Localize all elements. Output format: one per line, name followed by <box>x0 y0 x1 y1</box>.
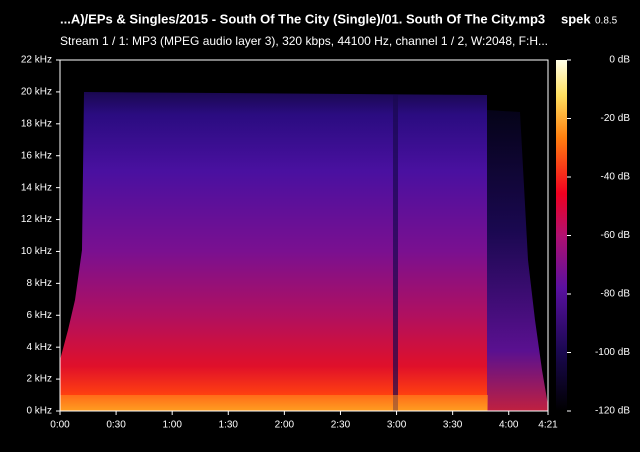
frequency-tick-label: 10 kHz <box>21 246 52 257</box>
frequency-tick-label: 6 kHz <box>26 310 52 321</box>
level-tick-label: -40 dB <box>601 172 631 183</box>
gap <box>393 95 398 411</box>
frequency-tick-label: 4 kHz <box>26 342 52 353</box>
spectrum-body <box>60 92 487 411</box>
level-tick-label: -80 dB <box>601 289 631 300</box>
time-tick-label: 0:30 <box>106 420 126 431</box>
frequency-tick-label: 12 kHz <box>21 214 52 225</box>
frequency-tick-label: 22 kHz <box>21 55 52 66</box>
level-tick-label: -120 dB <box>595 406 630 417</box>
time-tick-label: 2:30 <box>331 420 351 431</box>
level-tick-label: -20 dB <box>601 113 631 124</box>
time-tick-label: 1:30 <box>219 420 239 431</box>
frequency-tick-label: 16 kHz <box>21 150 52 161</box>
app-version: 0.8.5 <box>595 16 618 27</box>
frequency-tick-label: 20 kHz <box>21 87 52 98</box>
time-tick-label: 0:00 <box>50 420 70 431</box>
stream-info: Stream 1 / 1: MP3 (MPEG audio layer 3), … <box>60 34 548 48</box>
time-tick-label: 1:00 <box>162 420 182 431</box>
file-title: ...A)/EPs & Singles/2015 - South Of The … <box>60 11 545 26</box>
frequency-tick-label: 18 kHz <box>21 118 52 129</box>
spectrogram <box>59 59 549 412</box>
time-tick-label: 3:30 <box>443 420 463 431</box>
level-colorbar <box>556 60 567 411</box>
level-tick-label: -100 dB <box>595 347 630 358</box>
frequency-tick-label: 2 kHz <box>26 374 52 385</box>
time-tick-label: 2:00 <box>275 420 295 431</box>
spectrum-tail <box>487 110 548 411</box>
low-band <box>60 395 488 411</box>
frequency-tick-label: 14 kHz <box>21 182 52 193</box>
app-name: spek <box>561 11 591 26</box>
time-tick-label: 3:00 <box>387 420 407 431</box>
frequency-tick-label: 0 kHz <box>26 406 52 417</box>
time-tick-label: 4:21 <box>538 420 558 431</box>
time-tick-label: 4:00 <box>499 420 519 431</box>
frequency-tick-label: 8 kHz <box>26 278 52 289</box>
level-tick-label: -60 dB <box>601 230 631 241</box>
level-tick-label: 0 dB <box>609 55 630 66</box>
plot-frame <box>59 59 549 412</box>
